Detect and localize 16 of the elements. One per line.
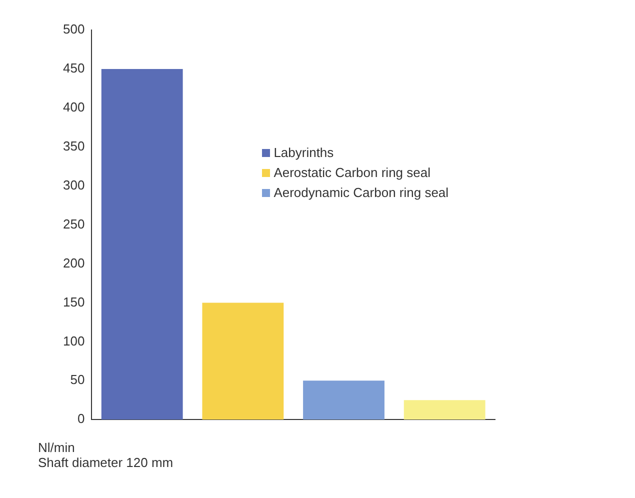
- y-tick-label: 150: [62, 294, 85, 310]
- y-tick-label: 400: [62, 100, 85, 114]
- text: Nl/min: [38, 440, 76, 455]
- legend-label: Aerodynamic Carbon ring seal: [274, 185, 449, 200]
- text: Shaft diameter 120 mm: [38, 455, 174, 470]
- y-tick-label: 350: [62, 138, 85, 154]
- y-tick-label: 500: [62, 22, 85, 37]
- y-tick-label: 50: [70, 372, 85, 388]
- legend-label: Labyrinths: [274, 145, 334, 160]
- y-tick-label: 300: [62, 177, 85, 192]
- y-tick-label: 250: [62, 216, 85, 232]
- y-tick-label: 200: [62, 255, 85, 270]
- y-tick-label: 0: [77, 411, 85, 426]
- legend-label: Aerostatic Carbon ring seal: [274, 165, 430, 180]
- y-tick-label: 450: [62, 60, 85, 76]
- y-tick-label: 100: [62, 333, 85, 348]
